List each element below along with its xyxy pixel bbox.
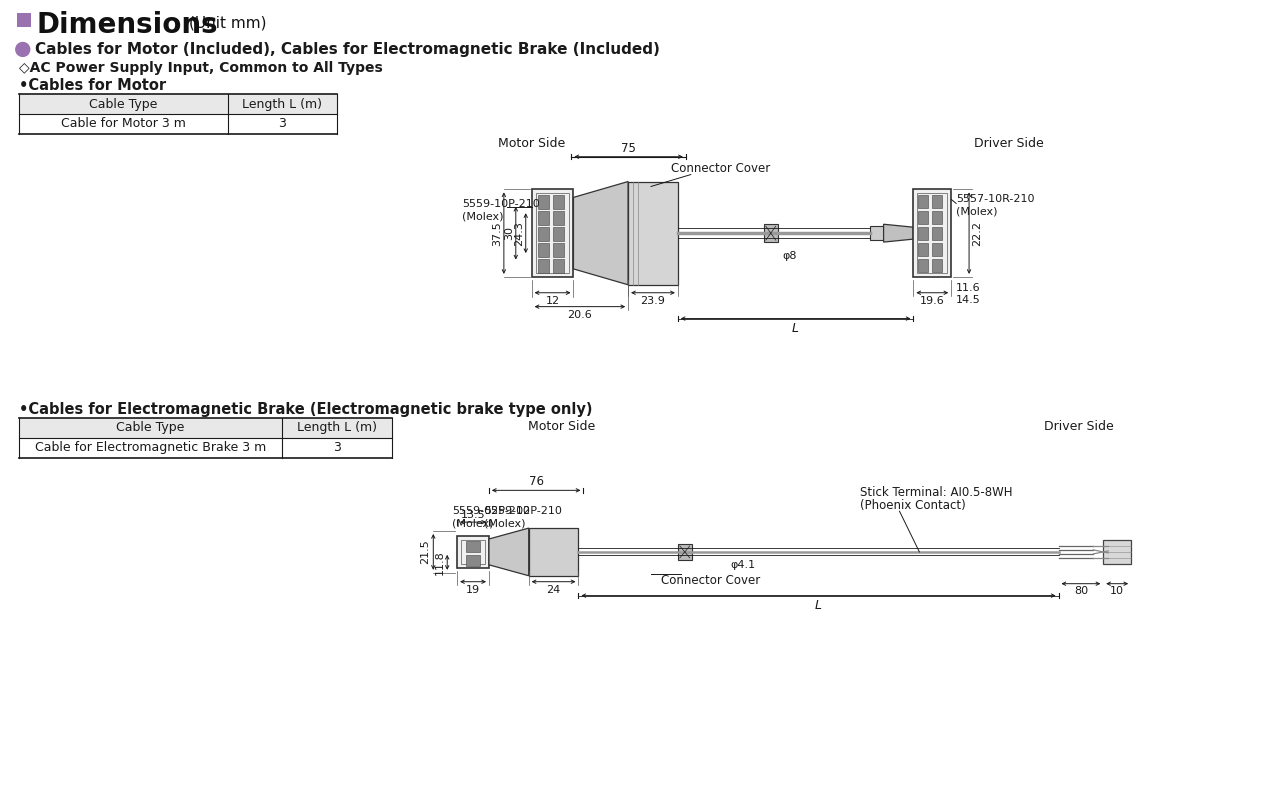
Text: 5559-02P-210: 5559-02P-210 [484,506,562,516]
Text: (Unit mm): (Unit mm) [188,16,266,31]
Text: 22.2: 22.2 [972,221,982,246]
Circle shape [15,42,29,56]
Text: Cable for Motor 3 m: Cable for Motor 3 m [60,118,186,130]
Bar [538,227,549,241]
Text: φ4.1: φ4.1 [731,560,755,570]
Text: Length L (m): Length L (m) [242,98,323,111]
Text: 3: 3 [333,441,340,454]
Bar [538,259,549,273]
Bar [553,211,563,225]
Text: Connector Cover: Connector Cover [671,161,771,175]
Text: 24.3: 24.3 [513,221,524,246]
Bar [869,227,883,240]
Text: (Molex): (Molex) [956,207,997,216]
Bar [678,544,691,560]
Bar [932,227,942,240]
Bar [628,181,678,285]
Text: (Molex): (Molex) [462,211,503,221]
Text: Driver Side: Driver Side [974,137,1043,149]
Text: Cables for Motor (Included), Cables for Electromagnetic Brake (Included): Cables for Motor (Included), Cables for … [35,42,659,57]
Text: (Molex): (Molex) [452,518,494,528]
Text: 10: 10 [1110,586,1124,595]
Bar [932,243,942,256]
Bar [538,211,549,225]
Text: 3: 3 [278,118,287,130]
Text: Connector Cover: Connector Cover [660,574,760,587]
Bar [553,259,563,273]
Text: L: L [792,321,799,335]
Bar [553,243,563,257]
Text: 75: 75 [621,142,636,155]
Polygon shape [573,181,628,285]
Bar [918,193,947,273]
Bar [457,536,489,568]
Bar [914,189,951,277]
Text: 5557-10R-210: 5557-10R-210 [956,195,1034,204]
Text: 20.6: 20.6 [567,309,593,320]
Bar [1103,540,1132,564]
Bar [529,528,579,576]
Text: 24: 24 [547,584,561,595]
Polygon shape [489,528,529,576]
Text: 11.8: 11.8 [435,550,445,575]
Text: φ8: φ8 [782,251,797,261]
Text: Cable Type: Cable Type [116,421,184,434]
Bar [932,196,942,208]
Bar [538,243,549,257]
Text: ◇AC Power Supply Input, Common to All Types: ◇AC Power Supply Input, Common to All Ty… [19,61,383,76]
Text: •Cables for Motor: •Cables for Motor [19,78,166,93]
Text: Motor Side: Motor Side [498,137,566,149]
Polygon shape [883,224,914,242]
Text: 5559-10P-210: 5559-10P-210 [462,200,540,209]
Text: Cable for Electromagnetic Brake 3 m: Cable for Electromagnetic Brake 3 m [35,441,266,454]
Bar [932,259,942,272]
Text: 13.5: 13.5 [461,510,485,520]
Bar [531,189,573,277]
Text: Motor Side: Motor Side [527,420,595,432]
Text: 14.5: 14.5 [956,295,980,304]
Bar [553,227,563,241]
Bar [553,196,563,209]
Bar [466,541,480,552]
Text: L: L [815,599,822,611]
Bar [19,94,337,114]
Bar [918,243,928,256]
Text: 23.9: 23.9 [640,296,666,306]
Bar [19,418,392,438]
Text: 12: 12 [545,296,559,306]
Bar [764,224,778,242]
Text: •Cables for Electromagnetic Brake (Electromagnetic brake type only): •Cables for Electromagnetic Brake (Elect… [19,402,593,417]
Text: 19.6: 19.6 [920,296,945,306]
Bar [932,211,942,224]
Bar [538,196,549,209]
Text: Cable Type: Cable Type [90,98,157,111]
Bar [918,259,928,272]
Text: 76: 76 [529,475,544,488]
Text: 30: 30 [504,226,513,240]
Text: 80: 80 [1074,586,1088,595]
Bar [918,227,928,240]
Text: 37.5: 37.5 [492,221,502,246]
Bar [918,196,928,208]
Bar [461,540,485,564]
Text: (Molex): (Molex) [484,518,526,528]
Text: 21.5: 21.5 [420,540,430,564]
Bar [466,555,480,566]
Text: Length L (m): Length L (m) [297,421,376,434]
Text: 19: 19 [466,584,480,595]
Text: Dimensions: Dimensions [37,10,219,39]
Text: 11.6: 11.6 [956,283,980,293]
Bar [918,211,928,224]
Bar [17,13,31,26]
Text: Stick Terminal: AI0.5-8WH: Stick Terminal: AI0.5-8WH [860,487,1012,499]
Bar [535,193,570,273]
Text: (Phoenix Contact): (Phoenix Contact) [860,499,965,512]
Text: Driver Side: Driver Side [1043,420,1114,432]
Text: 5559-02P-210: 5559-02P-210 [452,506,530,516]
